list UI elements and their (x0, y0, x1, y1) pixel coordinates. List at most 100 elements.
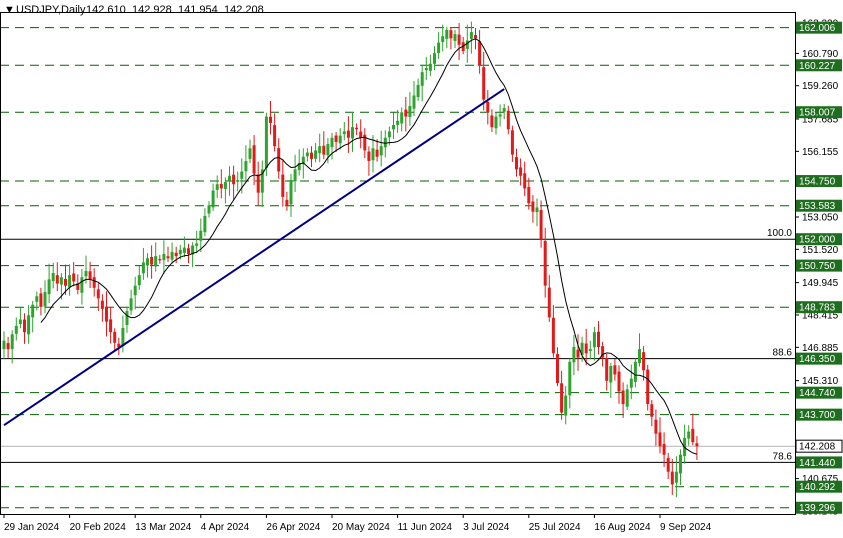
candle-body (129, 298, 133, 311)
candle-body (80, 277, 84, 293)
candle-body (588, 349, 592, 352)
x-tick-label: 26 Apr 2024 (266, 522, 320, 533)
candle-body (666, 457, 670, 472)
candle-body (252, 145, 256, 174)
candle-body (556, 353, 559, 383)
y-tick-label: 149.945 (802, 278, 839, 289)
candle-body (191, 245, 195, 255)
y-tick-label: 151.520 (802, 245, 839, 256)
candle-body (535, 207, 539, 213)
y-tick-label: 146.885 (802, 343, 839, 354)
candle-body (14, 325, 18, 334)
candle-body (371, 148, 375, 161)
candle-body (560, 383, 564, 413)
candle-body (273, 125, 277, 147)
candle-body (125, 311, 129, 326)
candle-body (301, 156, 305, 165)
candle-body (396, 120, 400, 125)
candle-body (687, 431, 691, 439)
candle-body (166, 256, 170, 259)
candle-body (105, 306, 108, 322)
candle-body (195, 243, 199, 246)
candle-body (203, 215, 207, 233)
candle-body (531, 201, 535, 212)
candle-body (330, 137, 334, 148)
candle-body (580, 342, 584, 355)
x-tick-label: 9 Sep 2024 (660, 522, 712, 533)
candle-body (55, 275, 59, 284)
y-tick-label: 145.310 (802, 376, 839, 387)
candle-body (23, 319, 26, 333)
candle-body (601, 346, 605, 358)
dropdown-arrow-icon[interactable]: ▼ (4, 4, 15, 16)
level-label-box (796, 501, 842, 514)
candle-body (449, 30, 453, 39)
y-tick-label: 159.260 (802, 81, 839, 92)
trendline (3, 88, 505, 427)
level-label: 160.227 (799, 61, 836, 72)
candle-body (154, 256, 158, 267)
level-label-box (796, 386, 842, 399)
candle-body (433, 53, 436, 64)
candle-body (88, 271, 92, 280)
level-label-box (796, 480, 842, 493)
y-tick-label: 153.050 (802, 212, 839, 223)
candle-body (297, 163, 301, 171)
candle-body (662, 443, 666, 455)
candle-body (428, 63, 432, 71)
candle-body (47, 279, 51, 295)
candle-body (326, 144, 330, 156)
fib-label-box (796, 456, 842, 469)
level-label-box (796, 59, 842, 72)
candle-body (219, 183, 223, 189)
candle-body (59, 277, 63, 285)
x-tick-label: 11 Jun 2024 (398, 522, 453, 533)
candle-body (96, 289, 100, 299)
current-price-label: 142.208 (799, 442, 836, 453)
candle-body (416, 84, 420, 98)
candle-body (133, 285, 137, 296)
candle-body (351, 127, 354, 139)
fib-label-box (796, 233, 842, 246)
candle-body (260, 169, 264, 193)
level-label-box (796, 21, 842, 34)
candle-body (84, 270, 88, 277)
candle-body (293, 169, 297, 182)
candle-body (482, 67, 486, 100)
candle-body (392, 125, 395, 130)
candle-body (182, 247, 186, 253)
candle-body (543, 240, 547, 286)
candle-body (625, 389, 629, 407)
candle-body (367, 151, 371, 161)
candle-body (441, 36, 445, 43)
time-axis: 29 Jan 2024 20 Feb 2024 13 Mar 2024 4 Apr 2… (3, 514, 712, 533)
candle-body (2, 340, 6, 350)
candle-body (100, 300, 104, 309)
candle-body (248, 148, 252, 159)
candle-body (494, 116, 498, 129)
candle-body (404, 109, 408, 117)
candle-body (76, 283, 80, 290)
candle-body (400, 112, 404, 124)
candle-body (478, 41, 482, 66)
symbol-label: USDJPY,Daily (16, 4, 86, 16)
candle-body (633, 361, 637, 382)
candle-body (178, 249, 182, 255)
candle-body (609, 366, 613, 383)
candle-body (158, 259, 162, 261)
candle-body (92, 277, 96, 288)
candle-body (502, 108, 506, 112)
candle-body (68, 275, 72, 288)
candle-body (490, 115, 494, 128)
x-tick-label: 25 Jul 2024 (529, 522, 581, 533)
candle-body (576, 349, 580, 358)
candle-body (6, 343, 10, 350)
open-value: 142.610 (86, 4, 126, 16)
candle-body (670, 471, 674, 485)
candle-body (35, 296, 39, 302)
candle-body (109, 319, 113, 333)
plot-border (0, 12, 796, 515)
candle-body (691, 428, 695, 443)
candle-body (646, 369, 650, 405)
